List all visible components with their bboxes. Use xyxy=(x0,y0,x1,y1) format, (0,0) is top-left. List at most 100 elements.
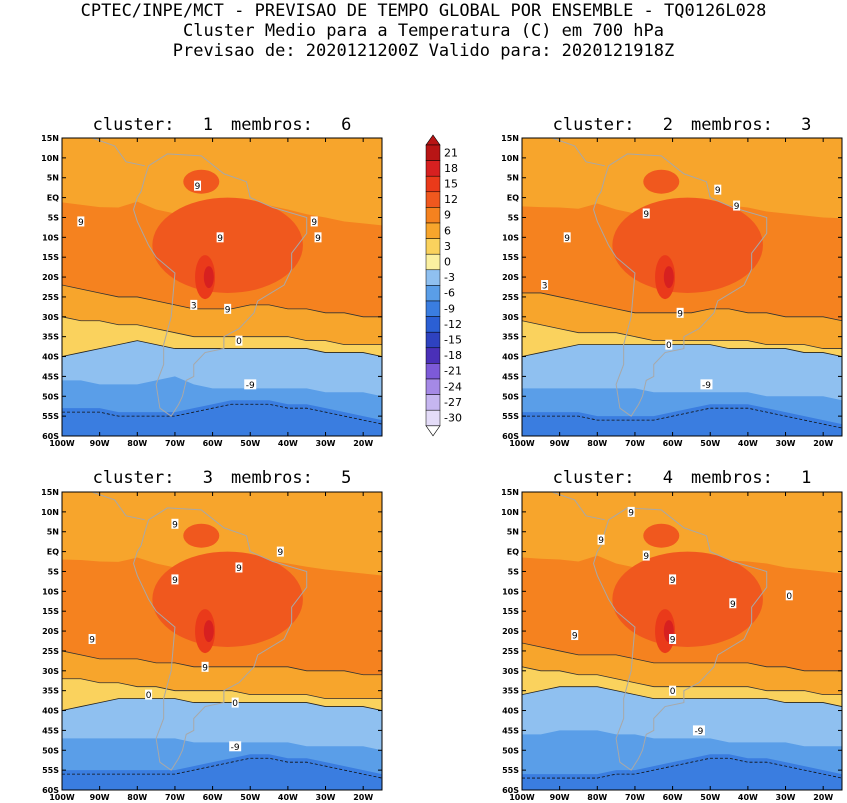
warm-north xyxy=(643,169,680,194)
contour-label: 0 xyxy=(235,335,243,347)
contour-label: 9 xyxy=(563,232,571,244)
svg-text:9: 9 xyxy=(628,508,634,518)
lat-tick-label: 15N xyxy=(501,488,519,497)
contour-label: 0 xyxy=(665,339,673,351)
contour-label: -9 xyxy=(692,725,705,737)
colorbar-swatch xyxy=(425,207,441,224)
header-line-2: Cluster Medio para a Temperatura (C) em … xyxy=(182,21,665,41)
lat-tick-label: 10N xyxy=(501,154,519,163)
central-america-coast xyxy=(550,138,605,167)
lon-tick-label: 90W xyxy=(550,439,570,448)
lat-tick-label: 30S xyxy=(502,667,519,676)
coastline xyxy=(593,507,768,771)
svg-text:9: 9 xyxy=(734,202,740,212)
colorbar-label: -3 xyxy=(444,271,455,284)
contour-label: 9 xyxy=(235,562,243,574)
lat-tick-label: 5N xyxy=(507,174,519,183)
lat-tick-label: 25S xyxy=(42,293,59,302)
contour-label: 9 xyxy=(171,518,179,530)
lat-tick-label: EQ xyxy=(47,194,59,203)
colorbar-label: 6 xyxy=(444,224,451,237)
contour-label: 9 xyxy=(642,208,650,220)
contour-label: 0 xyxy=(669,685,677,697)
lon-tick-label: 50W xyxy=(700,439,720,448)
lon-tick-label: 20W xyxy=(353,439,373,448)
lon-tick-label: 70W xyxy=(625,793,645,802)
lat-tick-label: 40S xyxy=(502,707,519,716)
lon-tick-label: 30W xyxy=(316,439,336,448)
contour-label: 9 xyxy=(669,634,677,646)
warm-peak-inner xyxy=(663,266,674,289)
lat-tick-label: 30S xyxy=(502,313,519,322)
lon-tick-label: 50W xyxy=(240,439,260,448)
lon-tick-label: 30W xyxy=(776,439,796,448)
colorbar-swatch xyxy=(425,144,441,161)
colorbar-label: -12 xyxy=(444,318,462,331)
map-panel-1: 9 9 9 9 9 9 3 0 -9 15N 10N 5N EQ 5S 10S 15S 20S 25S 30S 35S… xyxy=(41,134,383,448)
lat-tick-label: 25S xyxy=(502,647,519,656)
svg-text:9: 9 xyxy=(677,309,683,319)
lat-tick-label: 5S xyxy=(508,567,520,576)
colorbar-label: -30 xyxy=(444,412,462,425)
lon-tick-label: 50W xyxy=(240,793,260,802)
contour-minus-9 xyxy=(522,757,842,779)
lat-tick-label: EQ xyxy=(507,194,519,203)
map-panel-2: 9 9 9 9 9 3 0 -9 15N 10N 5N EQ 5S 10S 15S 20S 25S 30S 35S 4… xyxy=(501,134,843,448)
lat-tick-label: 20S xyxy=(42,273,59,282)
contour-label: 9 xyxy=(733,200,741,212)
lon-tick-label: 90W xyxy=(90,439,110,448)
lon-tick-label: 60W xyxy=(203,439,223,448)
field-6-9-north xyxy=(62,138,382,226)
lon-tick-label: 60W xyxy=(203,793,223,802)
colorbar-swatch xyxy=(425,253,441,271)
svg-text:9: 9 xyxy=(217,234,223,244)
colorbar-swatch xyxy=(425,363,441,380)
svg-text:0: 0 xyxy=(670,687,676,697)
lat-tick-label: 20S xyxy=(42,627,59,636)
contour-label: 9 xyxy=(171,574,179,586)
lat-tick-label: 40S xyxy=(502,353,519,362)
lat-tick-label: 30S xyxy=(42,313,59,322)
lon-tick-label: 80W xyxy=(587,793,607,802)
lat-tick-label: 25S xyxy=(42,647,59,656)
lat-tick-label: 5N xyxy=(47,528,59,537)
contour-label: 9 xyxy=(310,216,318,228)
contour-label: -9 xyxy=(244,379,257,391)
svg-text:9: 9 xyxy=(564,234,570,244)
lat-tick-label: 20S xyxy=(502,273,519,282)
lat-tick-label: 15N xyxy=(41,488,59,497)
colorbar: 21 18 15 12 9 6 3 0 -3 -6 -9 -12 -15 -18 -21 -24 -27 -30 xyxy=(425,134,462,437)
svg-text:9: 9 xyxy=(572,632,578,642)
lon-tick-label: 90W xyxy=(550,793,570,802)
colorbar-label: 0 xyxy=(444,256,451,269)
warm-core xyxy=(152,551,303,647)
contour-label: -9 xyxy=(229,741,242,753)
svg-text:-9: -9 xyxy=(246,381,255,391)
field--9--12 xyxy=(62,400,382,436)
lat-tick-label: 25S xyxy=(502,293,519,302)
lat-tick-label: 55S xyxy=(502,412,519,421)
svg-text:9: 9 xyxy=(236,564,242,574)
warm-peak-inner xyxy=(203,266,214,289)
contour-label: 9 xyxy=(276,546,284,558)
colorbar-swatch xyxy=(425,222,441,239)
colorbar-swatch xyxy=(425,269,441,286)
field--9--12 xyxy=(522,754,842,790)
colorbar-label: 3 xyxy=(444,240,451,253)
colorbar-swatch xyxy=(425,378,441,395)
contour-label: 9 xyxy=(77,216,85,228)
contour-label: 9 xyxy=(571,630,579,642)
svg-text:0: 0 xyxy=(666,341,672,351)
contour-label: 0 xyxy=(231,697,239,709)
lon-tick-label: 40W xyxy=(738,439,758,448)
lat-tick-label: 15S xyxy=(42,253,59,262)
lon-tick-label: 70W xyxy=(165,793,185,802)
lon-tick-label: 80W xyxy=(127,793,147,802)
colorbar-swatch xyxy=(425,175,441,193)
lat-tick-label: 5N xyxy=(47,174,59,183)
svg-text:9: 9 xyxy=(730,600,736,610)
field-6-9-north xyxy=(522,138,842,219)
contour-label: 3 xyxy=(541,280,549,292)
svg-text:9: 9 xyxy=(172,576,178,586)
lat-tick-label: 10N xyxy=(41,154,59,163)
